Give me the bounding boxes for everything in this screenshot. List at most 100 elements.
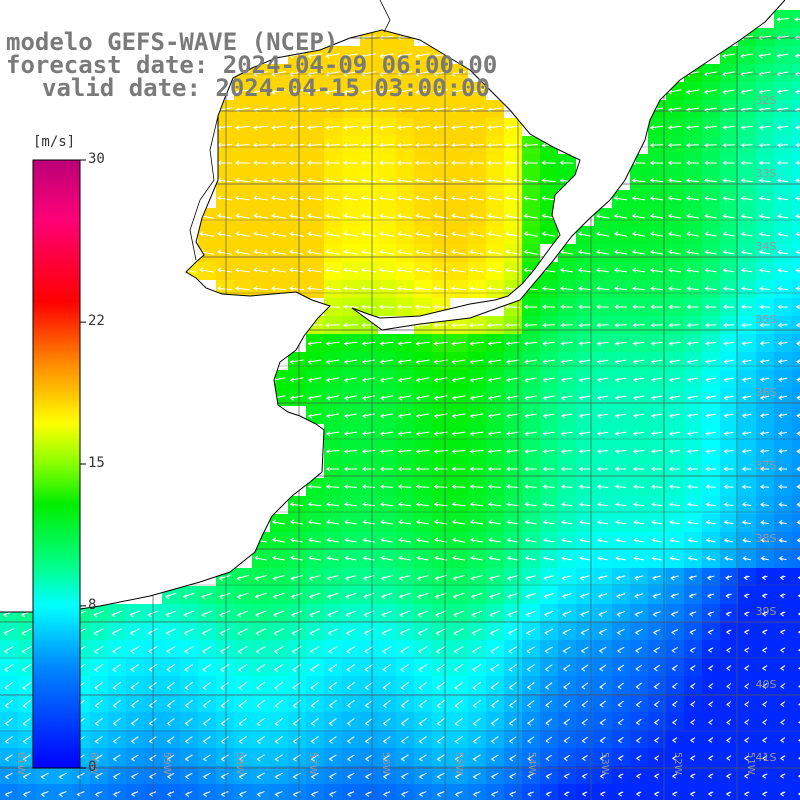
wind-arrowhead: [379, 89, 384, 95]
wind-arrowhead: [415, 160, 420, 166]
wind-arrowhead: [795, 286, 800, 291]
wind-arrowhead: [343, 71, 348, 77]
wind-arrowhead: [508, 738, 514, 744]
wind-arrowhead: [615, 501, 620, 507]
wind-arrowhead: [361, 213, 366, 219]
wind-arrowhead: [148, 667, 153, 672]
wind-arrowhead: [416, 576, 421, 581]
wind-arrowhead: [562, 666, 568, 672]
wind-arrowhead: [235, 177, 240, 183]
wind-arrow: [669, 287, 681, 291]
wind-arrow: [361, 144, 377, 146]
wind-arrow: [632, 269, 646, 273]
wind-arrow: [525, 413, 537, 417]
wind-arrowhead: [436, 792, 441, 797]
wind-arrowhead: [615, 519, 620, 525]
wind-arrowhead: [433, 484, 438, 490]
wind-arrowhead: [415, 395, 421, 401]
wind-arrowhead: [577, 249, 583, 255]
wind-arrowhead: [523, 177, 528, 183]
wind-arrow: [796, 342, 800, 344]
wind-arrowhead: [795, 249, 800, 255]
wind-arrowhead: [343, 142, 348, 148]
wind-arrow: [723, 107, 735, 111]
wind-arrowhead: [635, 702, 640, 708]
wind-arrowhead: [289, 249, 294, 255]
wind-arrowhead: [307, 395, 313, 401]
wind-arrow: [434, 251, 448, 255]
wind-arrowhead: [326, 519, 331, 525]
wind-arrowhead: [400, 703, 405, 709]
wind-arrowhead: [325, 285, 330, 291]
wind-arrowhead: [687, 448, 692, 454]
wind-arrow: [633, 287, 645, 291]
wind-arrowhead: [363, 630, 368, 636]
wind-cell: [792, 406, 800, 424]
wind-arrowhead: [201, 649, 207, 654]
wind-arrowhead: [672, 738, 677, 743]
wind-arrow: [488, 377, 502, 381]
wind-arrowhead: [451, 71, 456, 77]
wind-arrow: [451, 125, 467, 129]
wind-arrowhead: [327, 649, 333, 654]
wind-arrowhead: [256, 792, 261, 797]
wind-arrowhead: [616, 630, 621, 636]
wind-arrow: [362, 377, 376, 381]
wind-arrow: [741, 215, 753, 219]
wind-arrowhead: [741, 359, 746, 365]
wind-arrow: [325, 144, 341, 146]
wind-arrowhead: [307, 125, 312, 131]
wind-arrowhead: [686, 160, 691, 166]
wind-arrowhead: [307, 177, 312, 183]
wind-arrow: [434, 107, 448, 111]
wind-arrowhead: [796, 538, 800, 543]
wind-arrowhead: [379, 160, 384, 166]
wind-arrowhead: [292, 774, 297, 780]
wind-cell: [792, 496, 800, 514]
wind-arrow: [578, 233, 592, 237]
wind-arrowhead: [687, 537, 692, 543]
wind-arrow: [597, 431, 609, 435]
wind-arrow: [417, 539, 429, 543]
wind-arrowhead: [740, 213, 745, 219]
wind-arrowhead: [345, 630, 350, 636]
wind-arrowhead: [632, 431, 638, 437]
wind-arrowhead: [4, 703, 9, 709]
wind-arrowhead: [595, 213, 601, 219]
wind-arrow: [452, 413, 466, 417]
wind-arrow: [379, 125, 395, 129]
wind-arrow: [254, 197, 268, 201]
wind-arrowhead: [524, 413, 529, 419]
wind-arrowhead: [704, 125, 709, 131]
wind-arrowhead: [219, 649, 224, 654]
wind-arrow: [343, 287, 359, 291]
wind-arrowhead: [364, 648, 369, 654]
wind-arrow: [506, 233, 520, 237]
wind-arrowhead: [325, 142, 330, 148]
wind-arrowhead: [705, 377, 710, 383]
wind-arrow: [434, 233, 448, 237]
wind-arrowhead: [743, 791, 748, 797]
wind-arrowhead: [238, 721, 243, 727]
wind-arrow: [687, 341, 699, 345]
wind-arrowhead: [256, 685, 261, 691]
wind-arrowhead: [4, 792, 9, 797]
wind-arrowhead: [580, 648, 585, 654]
wind-arrowhead: [690, 702, 695, 707]
wind-arrowhead: [671, 684, 676, 690]
wind-arrowhead: [487, 125, 492, 131]
wind-arrowhead: [544, 648, 549, 654]
wind-arrowhead: [505, 285, 510, 291]
wind-arrowhead: [578, 431, 584, 437]
wind-arrowhead: [343, 125, 348, 131]
wind-arrowhead: [671, 773, 677, 779]
wind-arrowhead: [307, 53, 312, 59]
wind-arrow: [651, 395, 663, 399]
wind-arrowhead: [508, 667, 513, 672]
wind-arrow: [760, 503, 770, 507]
wind-arrow: [778, 377, 788, 381]
wind-arrowhead: [235, 231, 240, 237]
wind-arrowhead: [741, 395, 746, 401]
wind-arrow: [398, 377, 412, 381]
wind-arrowhead: [325, 267, 330, 273]
